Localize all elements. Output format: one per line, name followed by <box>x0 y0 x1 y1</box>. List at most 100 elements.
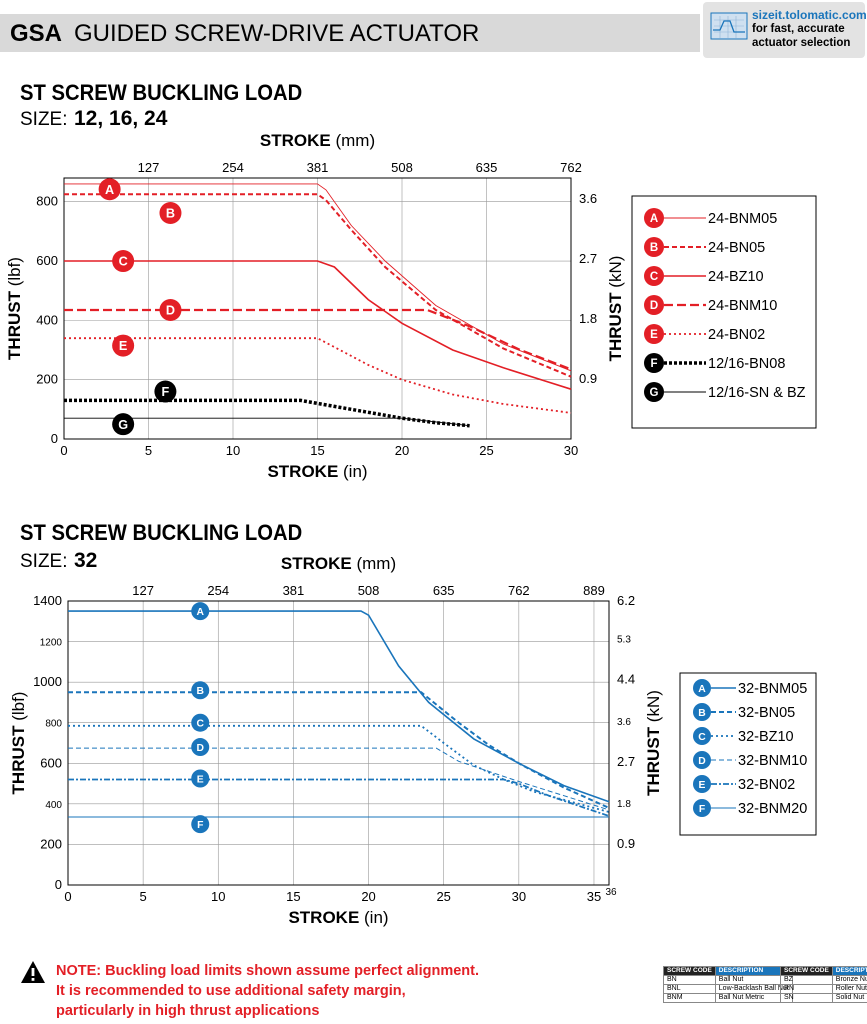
legend-marker <box>693 799 711 817</box>
series-marker-a <box>191 602 210 621</box>
legend-marker-label: B <box>698 708 705 719</box>
series-marker-f <box>154 380 177 403</box>
legend-marker-label: F <box>650 358 657 370</box>
y2-tick-label: 3.6 <box>579 191 597 206</box>
series-line-e <box>64 337 572 414</box>
legend-marker <box>693 703 711 721</box>
series-line-a <box>68 610 610 803</box>
legend-label: 24-BN02 <box>708 327 765 343</box>
series-marker-c <box>191 713 210 732</box>
legend-label: 24-BNM05 <box>708 211 777 227</box>
table-cell: SN <box>780 993 833 1003</box>
table-row: BNM Ball Nut Metric <box>663 993 793 1003</box>
y-tick-label: 1000 <box>33 674 62 689</box>
y-tick-label: 0 <box>55 877 62 892</box>
series-marker-d <box>159 298 182 321</box>
legend-marker <box>693 751 711 769</box>
y-tick-label: 400 <box>36 312 58 327</box>
legend-marker-label: D <box>698 756 706 767</box>
legend-marker-label: G <box>650 387 659 399</box>
legend-label: 32-BZ10 <box>738 729 794 745</box>
y-tick-label: 1200 <box>40 638 63 649</box>
top-tick-label: 127 <box>132 583 154 598</box>
table-header: DESCRIPTION <box>831 966 867 976</box>
series-line-f <box>64 398 470 428</box>
series-marker-c <box>112 250 135 273</box>
top-tick-label: 635 <box>433 583 455 598</box>
y-axis-title: THRUST (lbf) <box>9 692 28 795</box>
series-marker-label: A <box>197 607 205 618</box>
series-line-b <box>64 193 572 378</box>
series-marker-b <box>159 201 182 224</box>
legend-marker <box>644 266 664 286</box>
legend-marker-label: D <box>650 300 658 312</box>
y2-tick-label: 5.3 <box>617 635 631 646</box>
sizing-link[interactable]: sizeit.tolomatic.com <box>752 8 867 22</box>
note-line: It is recommended to use additional safe… <box>56 983 406 999</box>
y2-tick-label: 4.4 <box>617 672 635 687</box>
y2-tick-label: 6.2 <box>617 593 635 608</box>
series-marker-label: F <box>197 820 203 831</box>
y2-tick-label: 2.7 <box>617 754 635 769</box>
series-marker-label: A <box>105 183 114 197</box>
note-line: NOTE: Buckling load limits shown assume … <box>56 963 479 979</box>
table-header: SCREW CODE <box>780 966 833 976</box>
legend-label: 24-BNM10 <box>708 298 777 314</box>
table-cell: Bronze Nut <box>831 975 867 985</box>
legend-marker-label: B <box>650 242 658 254</box>
series-marker-label: F <box>162 385 170 399</box>
legend-marker <box>693 679 711 697</box>
size-label: SIZE: <box>20 109 68 130</box>
x-tick-label: 5 <box>140 889 147 904</box>
series-line-c <box>64 260 572 390</box>
legend-label: 32-BNM10 <box>738 753 807 769</box>
legend-marker <box>644 324 664 344</box>
plot-frame <box>63 177 572 440</box>
series-marker-label: E <box>119 339 127 353</box>
table-row: BNL Low-Backlash Ball Nut <box>663 984 793 994</box>
page-title: GUIDED SCREW-DRIVE ACTUATOR <box>74 20 480 47</box>
top-tick-label: 381 <box>307 160 329 175</box>
legend-marker <box>644 382 664 402</box>
x-tick-label: 0 <box>60 443 67 458</box>
top-tick-label: 254 <box>207 583 229 598</box>
series-marker-label: D <box>197 743 205 754</box>
y-tick-label: 0 <box>51 431 58 446</box>
series-line-d <box>68 747 610 811</box>
top-axis-title: STROKE (mm) <box>281 554 396 573</box>
series-marker-d <box>191 738 210 757</box>
x-tick-label: 0 <box>64 889 71 904</box>
y-tick-label: 600 <box>36 253 58 268</box>
y-tick-label: 1400 <box>33 593 62 608</box>
y-tick-label: 400 <box>45 800 62 811</box>
buckling-chart-32: 0 5 10 15 20 25 30 35 36 127 254 381 508 635 762 889 0 20… <box>9 554 817 927</box>
x-tick-label: 15 <box>310 443 324 458</box>
y-tick-label: 200 <box>40 836 62 851</box>
series-marker-e <box>112 334 135 357</box>
legend-label: 24-BN05 <box>708 240 765 256</box>
y-tick-label: 800 <box>36 194 58 209</box>
legend-marker <box>644 353 664 373</box>
legend-marker-label: C <box>698 732 706 743</box>
x-tick-label: 25 <box>479 443 493 458</box>
top-tick-label: 127 <box>138 160 160 175</box>
legend-marker-label: E <box>699 780 706 791</box>
y2-tick-label: 3.6 <box>617 717 631 728</box>
series-marker-label: B <box>197 686 204 697</box>
legend-marker-label: C <box>650 271 658 283</box>
series-marker-label: B <box>166 207 175 221</box>
table-cell: BNM <box>663 993 716 1003</box>
table-row: RN Roller Nut <box>780 984 867 994</box>
y2-tick-label: 1.8 <box>617 799 631 810</box>
table-cell: RN <box>780 984 833 994</box>
table-cell: Solid Nut <box>831 993 867 1003</box>
table-cell: Roller Nut <box>831 984 867 994</box>
top-tick-label: 254 <box>222 160 244 175</box>
x-tick-label: 20 <box>395 443 409 458</box>
x-tick-label: 35 <box>587 889 601 904</box>
y-tick-label: 800 <box>45 719 62 730</box>
y2-tick-label: 0.9 <box>617 836 635 851</box>
top-tick-label: 762 <box>560 160 582 175</box>
x-tick-label: 36 <box>605 887 617 898</box>
